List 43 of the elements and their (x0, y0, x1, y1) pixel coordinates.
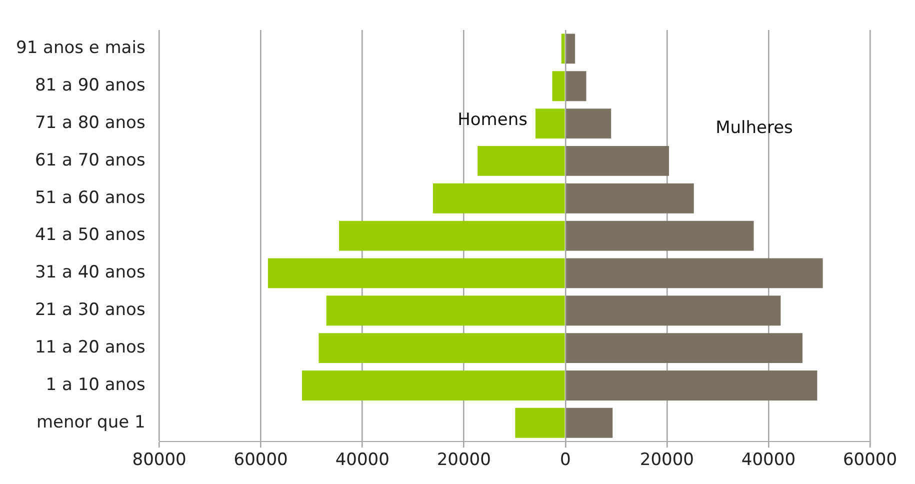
bar (566, 220, 754, 251)
y-tick-label: 51 a 60 anos (34, 188, 146, 208)
bar (318, 333, 565, 364)
x-tick-label: 40000 (741, 450, 796, 470)
y-tick-label: 41 a 50 anos (34, 225, 146, 246)
x-tick-label: 60000 (234, 450, 288, 470)
y-tick-label: 31 a 40 anos (34, 262, 146, 283)
bar (566, 183, 694, 214)
bar (478, 146, 565, 176)
bar (268, 258, 565, 288)
x-tick-label: 20000 (436, 450, 491, 470)
bar (326, 296, 565, 326)
bar (302, 370, 565, 400)
bar (552, 71, 565, 102)
bar (566, 34, 576, 64)
y-tick-label: 81 a 90 anos (34, 76, 146, 96)
bar (561, 34, 565, 64)
y-tick-label: menor que 1 (36, 412, 146, 432)
bar (566, 370, 818, 400)
y-tick-label: 11 a 20 anos (34, 337, 146, 358)
y-tick-label: 71 a 80 anos (34, 112, 146, 133)
x-tick-label: 0 (560, 450, 571, 470)
series-label: Homens (458, 110, 528, 130)
y-tick-label: 61 a 70 anos (34, 150, 146, 170)
bar (566, 146, 669, 176)
y-tick-label: 91 anos e mais (16, 38, 146, 58)
bar (515, 408, 565, 438)
bar (566, 71, 586, 102)
text: Mulheres (716, 118, 794, 138)
y-tick-label: 21 a 30 anos (34, 300, 146, 320)
bar (432, 183, 565, 214)
x-tick-label: 20000 (640, 450, 694, 470)
bar (566, 296, 781, 326)
bar (566, 108, 612, 139)
bar (535, 108, 565, 139)
y-tick-label: 1 a 10 anos (46, 374, 146, 395)
x-tick-label: 40000 (335, 450, 390, 470)
x-tick-label: 60000 (842, 450, 898, 470)
x-tick-label: 80000 (132, 450, 186, 470)
bar (339, 220, 565, 251)
bar (566, 408, 613, 438)
bar (566, 333, 802, 364)
bar (566, 258, 823, 288)
